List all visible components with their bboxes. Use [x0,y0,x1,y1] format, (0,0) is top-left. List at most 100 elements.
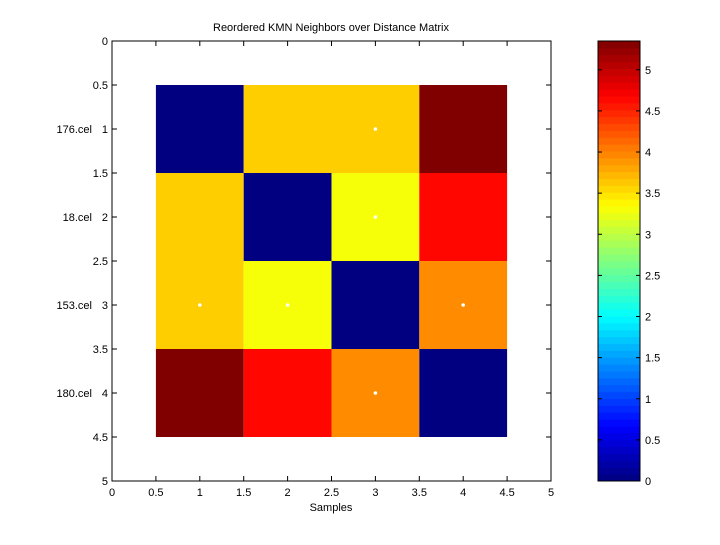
neighbor-marker [373,127,378,131]
x-tick-label: 3 [372,487,378,499]
heatmap-cell [155,85,244,173]
colorbar-tick-label: 1.5 [645,353,660,365]
colorbar-box [597,40,641,482]
colorbar-segment [598,247,640,255]
colorbar-segment [598,426,640,434]
x-axis-label: Samples [310,502,353,514]
colorbar-segment [598,96,640,104]
colorbar-segment [598,199,640,207]
colorbar-tick-label: 2.5 [645,270,660,282]
neighbor-marker [373,215,378,219]
y-tick-label: 2 [102,212,108,224]
colorbar-tick-label: 0.5 [645,435,660,447]
y-tick-label: 0.5 [93,80,108,92]
neighbor-marker [373,391,378,395]
colorbar-tick-label: 4.5 [645,106,660,118]
colorbar-segment [598,350,640,358]
colorbar-tick-label: 4 [645,147,651,159]
colorbar-segment [598,446,640,454]
y-tick-label: 1 [102,124,108,136]
colorbar-segment [598,109,640,118]
colorbar-segment [598,137,640,145]
colorbar-segment [598,295,640,303]
neighbor-marker [198,303,202,307]
y-tick-label: 5 [102,476,108,488]
colorbar-segment [598,329,640,338]
colorbar-segment [598,460,640,468]
heatmap-cell [243,173,332,261]
colorbar-segment [598,144,640,152]
colorbar-segment [598,274,640,283]
y-tick-label: 4.5 [93,432,108,444]
heatmap-cell [419,85,508,173]
colorbar-segment [598,267,640,276]
chart-title: Reordered KMN Neighbors over Distance Ma… [213,22,449,34]
colorbar-segment [598,41,640,49]
colorbar-segment [598,412,640,420]
colorbar-segment [598,322,640,331]
colorbar-segment [598,192,640,200]
colorbar-tick-label: 0 [645,476,651,488]
colorbar-segment [598,164,640,173]
colorbar-segment [598,453,640,461]
x-tick-label: 5 [548,487,554,499]
colorbar-segment [598,384,640,393]
colorbar-segment [598,405,640,413]
heatmap-cell [419,173,508,261]
colorbar-segment [598,47,640,56]
colorbar-segment [598,82,640,90]
colorbar-segment [598,61,640,69]
colorbar-tick-label: 2 [645,312,651,324]
colorbar-segment [598,219,640,228]
colorbar-segment [598,157,640,166]
colorbar-segment [598,123,640,131]
neighbor-marker [461,303,466,307]
colorbar-segment [598,240,640,248]
colorbar-segment [598,226,640,234]
row-label: 153.cel [57,300,92,312]
colorbar-segment [598,364,640,372]
colorbar-segment [598,254,640,262]
colorbar-segment [598,309,640,317]
colorbar-segment [598,302,640,310]
colorbar-tick-label: 5 [645,65,651,77]
colorbar-segment [598,288,640,296]
colorbar-segment [598,261,640,269]
colorbar-segment [598,130,640,138]
colorbar-segment [598,212,640,221]
x-tick-label: 0 [109,487,115,499]
colorbar-segment [598,357,640,365]
x-tick-label: 1.5 [236,487,251,499]
y-tick-label: 1.5 [93,168,108,180]
colorbar-segment [598,116,640,124]
row-label: 18.cel [63,212,92,224]
y-tick-label: 2.5 [93,256,108,268]
row-label: 176.cel [57,124,92,136]
colorbar-segment [598,336,640,344]
x-tick-label: 0.5 [148,487,163,499]
colorbar-segment [598,377,640,386]
colorbar-segment [598,398,640,406]
x-tick-label: 2.5 [324,487,339,499]
heatmap-cell [155,349,244,437]
colorbar-segment [598,68,640,76]
x-tick-label: 1 [197,487,203,499]
x-tick-label: 4 [460,487,466,499]
y-tick-label: 3 [102,300,108,312]
y-tick-label: 3.5 [93,344,108,356]
heatmap-cell [243,85,332,173]
x-tick-label: 3.5 [412,487,427,499]
colorbar-segment [598,206,640,214]
heatmap-cell [155,173,244,261]
row-label: 180.cel [57,388,92,400]
colorbar-tick-label: 3 [645,229,651,241]
colorbar-segment [598,75,640,83]
colorbar-segment [598,391,640,399]
heatmap-cell [243,349,332,437]
colorbar-segment [598,439,640,448]
colorbar-segment [598,89,640,97]
colorbar-segment [598,343,640,351]
colorbar-segment [598,281,640,289]
colorbar-segment [598,178,640,186]
